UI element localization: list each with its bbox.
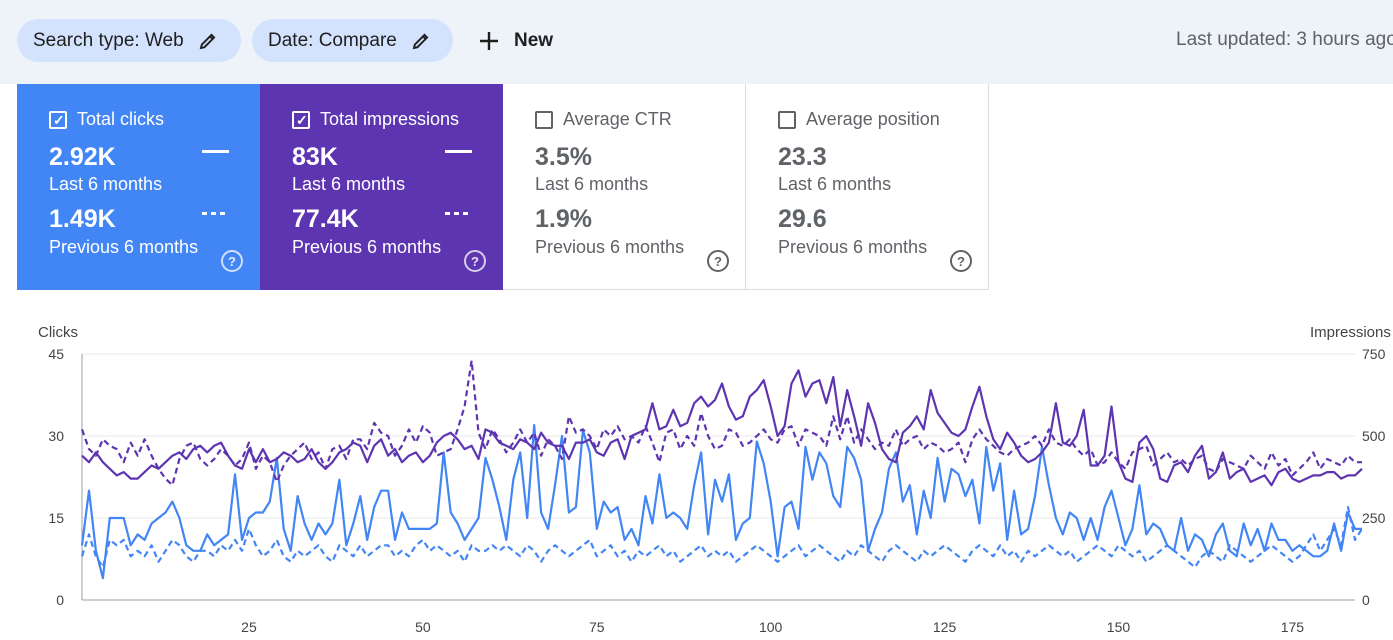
x-tick-label: 50 — [415, 619, 431, 635]
y-axis-label-clicks: Clicks — [38, 324, 78, 341]
metric-current-value: 23.3 — [778, 143, 827, 171]
y-tick-label: 30 — [48, 428, 64, 444]
metric-previous-label: Previous 6 months — [292, 237, 442, 257]
metric-previous-label: Previous 6 months — [778, 237, 928, 257]
metric-card-total-impressions[interactable]: ✓ Total impressions 83K Last 6 months 77… — [260, 84, 503, 290]
search-type-chip[interactable]: Search type: Web — [17, 19, 241, 62]
y-tick-label: 15 — [48, 510, 64, 526]
search-type-label: Search type: Web — [33, 29, 184, 51]
solid-line-legend-icon — [202, 150, 229, 153]
x-tick-label: 100 — [759, 619, 783, 635]
metric-current-value: 2.92K — [49, 143, 116, 171]
metric-current-label: Last 6 months — [292, 174, 406, 194]
x-tick-label: 175 — [1281, 619, 1305, 635]
axis-ticks: 0 0 15 250 30 500 45 750 25 50 75 100 125 150 175 — [48, 346, 1385, 635]
clicks-solid-line — [80, 423, 1362, 580]
checkbox-checked-icon[interactable]: ✓ — [49, 111, 67, 129]
date-chip[interactable]: Date: Compare — [252, 19, 453, 62]
y-tick-label: 0 — [56, 592, 64, 608]
metric-previous-value: 77.4K — [292, 205, 359, 233]
dashed-line-legend-icon — [445, 212, 472, 215]
y-axis-label-impressions: Impressions — [1310, 324, 1391, 341]
x-tick-label: 25 — [241, 619, 257, 635]
checkbox-unchecked-icon[interactable] — [535, 111, 553, 129]
metric-current-label: Last 6 months — [49, 174, 163, 194]
metric-current-label: Last 6 months — [535, 174, 649, 194]
help-icon[interactable]: ? — [464, 250, 486, 272]
y2-tick-label: 750 — [1362, 346, 1386, 362]
date-label: Date: Compare — [268, 29, 397, 51]
y2-tick-label: 250 — [1362, 510, 1386, 526]
checkbox-checked-icon[interactable]: ✓ — [292, 111, 310, 129]
metric-previous-label: Previous 6 months — [535, 237, 685, 257]
impressions-dashed-line — [80, 359, 1362, 487]
series-lines — [80, 359, 1363, 580]
metric-current-value: 3.5% — [535, 143, 592, 171]
y2-tick-label: 500 — [1362, 428, 1386, 444]
x-tick-label: 75 — [589, 619, 605, 635]
grid-lines — [81, 353, 1355, 601]
solid-line-legend-icon — [445, 150, 472, 153]
metric-card-total-clicks[interactable]: ✓ Total clicks 2.92K Last 6 months 1.49K… — [17, 84, 260, 290]
x-tick-label: 125 — [933, 619, 957, 635]
dashed-line-legend-icon — [202, 212, 229, 215]
performance-chart[interactable]: Clicks Impressions 0 0 15 250 30 500 45 750 25 50… — [0, 300, 1393, 640]
metric-card-average-ctr[interactable]: Average CTR 3.5% Last 6 months 1.9% Prev… — [503, 84, 746, 290]
filter-bar: Search type: Web Date: Compare New Last … — [0, 0, 1393, 84]
metric-title: Average position — [806, 109, 940, 129]
metric-title: Total impressions — [320, 109, 460, 129]
metric-card-average-position[interactable]: Average position 23.3 Last 6 months 29.6… — [746, 84, 989, 290]
x-tick-label: 150 — [1107, 619, 1131, 635]
edit-pencil-icon — [199, 33, 216, 49]
help-icon[interactable]: ? — [950, 250, 972, 272]
metric-previous-value: 1.9% — [535, 205, 592, 233]
metric-previous-value: 29.6 — [778, 205, 827, 233]
help-icon[interactable]: ? — [707, 250, 729, 272]
metric-previous-value: 1.49K — [49, 205, 116, 233]
y-tick-label: 45 — [48, 346, 64, 362]
impressions-solid-line — [81, 369, 1363, 487]
metric-title: Total clicks — [77, 109, 165, 129]
last-updated: Last updated: 3 hours ago — [1176, 29, 1393, 50]
edit-pencil-icon — [412, 33, 429, 49]
plus-icon — [480, 32, 498, 50]
new-label: New — [514, 30, 554, 51]
y2-tick-label: 0 — [1362, 592, 1370, 608]
clicks-dashed-line — [80, 506, 1363, 569]
metric-previous-label: Previous 6 months — [49, 237, 199, 257]
help-icon[interactable]: ? — [221, 250, 243, 272]
new-filter-button[interactable]: New — [478, 24, 553, 58]
metric-current-label: Last 6 months — [778, 174, 892, 194]
metric-title: Average CTR — [563, 109, 672, 129]
metric-current-value: 83K — [292, 143, 338, 171]
checkbox-unchecked-icon[interactable] — [778, 111, 796, 129]
